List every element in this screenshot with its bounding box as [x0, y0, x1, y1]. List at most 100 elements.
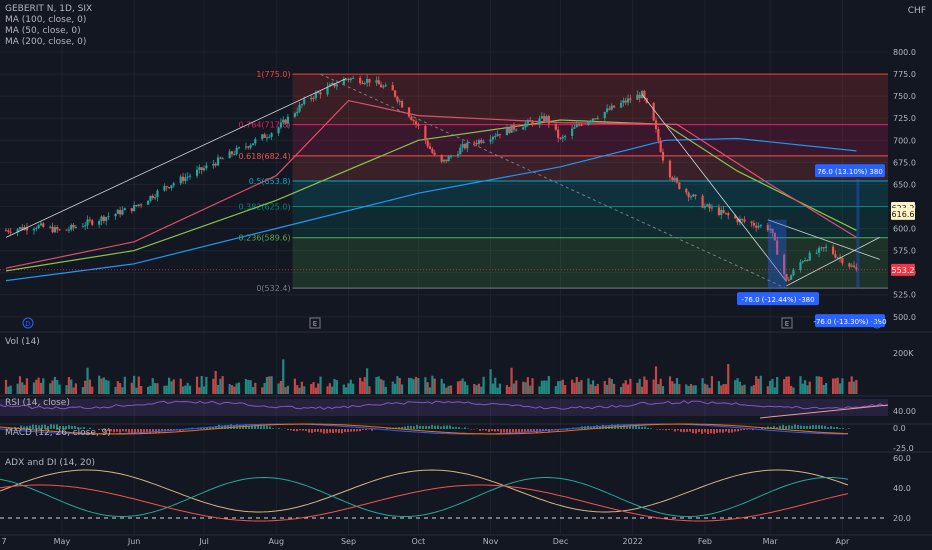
volume-bar [741, 385, 744, 394]
ma100-legend[interactable]: MA (100, close, 0) [5, 15, 87, 25]
candle-body [755, 225, 758, 228]
volume-bar [186, 382, 189, 394]
candle-body [785, 274, 788, 280]
volume-bar [349, 379, 352, 394]
candle-body [575, 124, 578, 128]
volume-bar [808, 381, 811, 394]
volume-bar [822, 384, 825, 394]
candle-body [687, 192, 690, 198]
candle-body [265, 137, 269, 139]
ma50-legend[interactable]: MA (50, close, 0) [5, 26, 81, 36]
macd-histogram-bar [356, 429, 358, 432]
macd-histogram-bar [455, 427, 457, 429]
candle-body [769, 228, 772, 231]
macd-histogram-bar [779, 425, 781, 429]
macd-histogram-bar [32, 424, 34, 429]
volume-bars-group [4, 359, 858, 394]
volume-bar [375, 377, 378, 394]
volume-bar [852, 381, 856, 394]
candle-body [526, 120, 529, 124]
candle-body [86, 219, 89, 226]
volume-bar [645, 379, 648, 394]
volume-bar [752, 385, 755, 394]
volume-bar [640, 386, 644, 394]
volume-bar [785, 376, 788, 394]
volume-bar [473, 383, 476, 394]
candle-body [848, 263, 851, 267]
volume-bar [750, 386, 753, 394]
macd-histogram-bar [626, 426, 628, 429]
candle-body [776, 240, 779, 255]
macd-histogram-bar [551, 429, 553, 430]
volume-bar [188, 385, 192, 394]
macd-histogram-bar [704, 429, 706, 433]
candle-body [130, 208, 133, 212]
volume-bar [228, 383, 231, 394]
macd-histogram-bar [419, 425, 421, 429]
volume-bar [345, 387, 348, 394]
macd-histogram-bar [533, 429, 535, 432]
candle-body [619, 102, 623, 108]
volume-bar [116, 381, 119, 394]
macd-histogram-bar [602, 424, 604, 429]
macd-histogram-bar [710, 429, 712, 434]
candle-body [855, 267, 858, 270]
volume-bar [35, 379, 38, 394]
macd-histogram-bar [248, 426, 250, 429]
volume-bar [414, 376, 418, 394]
volume-bar [216, 384, 220, 394]
volume-bar [431, 375, 434, 394]
volume-bar [202, 386, 206, 394]
volume-bar [769, 380, 772, 394]
volume-bar [121, 387, 124, 394]
volume-bar [706, 384, 709, 394]
macd-histogram-bar [68, 425, 70, 429]
ma200-legend[interactable]: MA (200, close, 0) [5, 37, 87, 47]
candle-body [67, 229, 71, 231]
volume-bar [333, 379, 336, 394]
macd-histogram-bar [230, 424, 232, 429]
candle-body [638, 94, 641, 99]
volume-bar [32, 382, 36, 394]
candle-body [149, 195, 152, 201]
price-tag-text: 553.2 [892, 266, 915, 275]
candle-body [759, 225, 762, 227]
volume-bar [557, 381, 560, 394]
volume-bar [342, 384, 345, 394]
y-tick-label: 675.0 [893, 158, 916, 167]
candle-body [801, 261, 804, 263]
macd-histogram-bar [509, 429, 511, 433]
candle-body [263, 134, 266, 138]
volume-bar [7, 386, 10, 394]
volume-bar [654, 366, 658, 394]
y-tick-label: 525.0 [893, 291, 916, 300]
macd-histogram-bar [494, 429, 496, 432]
volume-bar [608, 377, 611, 394]
candle-body [783, 254, 786, 275]
volume-bar [433, 378, 436, 394]
y-tick-label: 750.0 [893, 92, 916, 101]
candle-body [154, 197, 157, 199]
volume-bar [205, 376, 208, 394]
volume-bar [643, 376, 646, 394]
volume-bar [195, 376, 199, 394]
macd-histogram-bar [746, 429, 748, 430]
candle-body [743, 219, 746, 222]
volume-bar [151, 378, 154, 394]
adx-tick-label: 20.0 [893, 514, 911, 523]
x-tick-label: 7 [1, 537, 6, 546]
macd-histogram-bar [314, 429, 316, 432]
volume-bar [51, 380, 54, 394]
volume-bar [622, 383, 625, 394]
candle-body [347, 78, 350, 81]
candle-body [480, 140, 483, 143]
candle-body [219, 157, 222, 159]
volume-bar [442, 383, 446, 394]
price-tag [891, 207, 915, 220]
candle-body [473, 142, 476, 144]
candle-body [494, 136, 497, 138]
candle-body [498, 134, 502, 136]
macd-histogram-bar [287, 429, 289, 431]
candle-body [198, 167, 201, 170]
